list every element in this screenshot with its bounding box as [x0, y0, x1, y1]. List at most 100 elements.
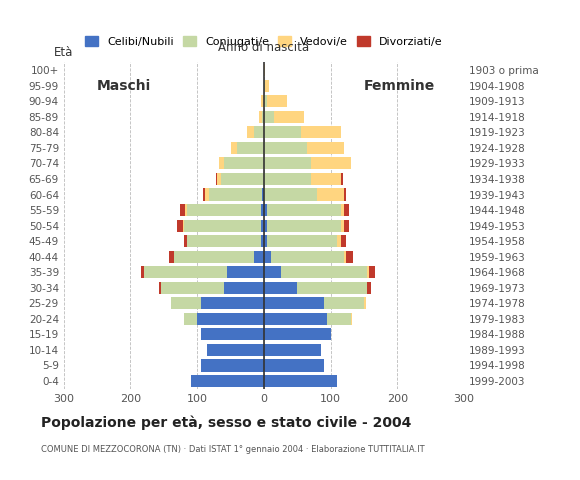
Bar — [311, 173, 340, 185]
Bar — [262, 189, 264, 201]
Bar — [340, 204, 344, 216]
Bar — [344, 204, 349, 216]
Text: Popolazione per età, sesso e stato civile - 2004: Popolazione per età, sesso e stato civil… — [41, 415, 411, 430]
Text: Anno di nascita: Anno di nascita — [218, 41, 310, 54]
Text: Maschi: Maschi — [97, 79, 151, 93]
Text: Femmine: Femmine — [364, 79, 435, 93]
Bar — [264, 126, 300, 138]
Bar — [224, 282, 264, 294]
Bar — [264, 173, 311, 185]
Bar — [267, 235, 337, 247]
Bar — [174, 251, 254, 263]
Bar — [259, 111, 262, 123]
Bar — [264, 360, 324, 372]
Bar — [364, 297, 366, 310]
Bar — [264, 204, 267, 216]
Bar — [317, 189, 344, 201]
Bar — [264, 282, 297, 294]
Bar — [344, 189, 346, 201]
Bar — [270, 251, 344, 263]
Bar — [264, 142, 307, 154]
Bar — [267, 204, 340, 216]
Bar — [267, 219, 340, 232]
Bar — [237, 142, 264, 154]
Bar — [203, 189, 205, 201]
Bar — [264, 111, 274, 123]
Bar — [281, 266, 367, 278]
Bar — [307, 142, 344, 154]
Bar — [344, 219, 349, 232]
Bar — [344, 251, 346, 263]
Bar — [260, 204, 264, 216]
Bar — [254, 251, 264, 263]
Bar — [327, 313, 350, 325]
Bar — [369, 266, 375, 278]
Bar — [224, 157, 264, 169]
Bar — [264, 219, 267, 232]
Bar — [264, 189, 317, 201]
Bar — [171, 297, 201, 310]
Bar — [184, 235, 187, 247]
Bar — [177, 219, 183, 232]
Bar — [247, 126, 254, 138]
Text: Età: Età — [54, 46, 74, 60]
Bar — [169, 251, 174, 263]
Bar — [264, 235, 267, 247]
Bar — [190, 375, 264, 387]
Bar — [311, 157, 350, 169]
Bar — [340, 173, 343, 185]
Bar — [340, 219, 344, 232]
Bar — [260, 235, 264, 247]
Bar — [260, 219, 264, 232]
Bar — [161, 282, 224, 294]
Text: COMUNE DI MEZZOCORONA (TN) · Dati ISTAT 1° gennaio 2004 · Elaborazione TUTTITALI: COMUNE DI MEZZOCORONA (TN) · Dati ISTAT … — [41, 445, 424, 455]
Bar — [264, 80, 265, 92]
Bar — [183, 219, 184, 232]
Bar — [217, 173, 220, 185]
Bar — [187, 235, 260, 247]
Bar — [201, 297, 264, 310]
Bar — [324, 297, 364, 310]
Bar — [267, 95, 287, 108]
Bar — [264, 64, 265, 76]
Bar — [230, 142, 237, 154]
Bar — [219, 157, 224, 169]
Bar — [205, 189, 209, 201]
Bar — [185, 204, 187, 216]
Bar — [260, 95, 264, 108]
Bar — [184, 219, 260, 232]
Bar — [264, 266, 281, 278]
Bar — [216, 173, 217, 185]
Bar — [159, 282, 161, 294]
Bar — [264, 313, 327, 325]
Bar — [367, 266, 369, 278]
Bar — [220, 173, 264, 185]
Bar — [264, 297, 324, 310]
Bar — [274, 111, 304, 123]
Bar — [264, 375, 337, 387]
Bar — [209, 189, 262, 201]
Bar — [340, 235, 346, 247]
Bar — [350, 313, 352, 325]
Bar — [201, 360, 264, 372]
Bar — [197, 313, 264, 325]
Bar — [346, 251, 353, 263]
Bar — [180, 204, 185, 216]
Bar — [264, 95, 267, 108]
Bar — [300, 126, 340, 138]
Bar — [144, 266, 227, 278]
Bar — [201, 328, 264, 340]
Bar — [264, 328, 331, 340]
Bar — [264, 344, 321, 356]
Bar — [265, 80, 269, 92]
Bar — [187, 204, 260, 216]
Bar — [337, 235, 340, 247]
Bar — [254, 126, 264, 138]
Legend: Celibi/Nubili, Coniugati/e, Vedovi/e, Divorziati/e: Celibi/Nubili, Coniugati/e, Vedovi/e, Di… — [81, 32, 447, 51]
Bar — [184, 313, 197, 325]
Bar — [140, 266, 144, 278]
Bar — [262, 111, 264, 123]
Bar — [297, 282, 367, 294]
Bar — [264, 251, 270, 263]
Bar — [264, 157, 311, 169]
